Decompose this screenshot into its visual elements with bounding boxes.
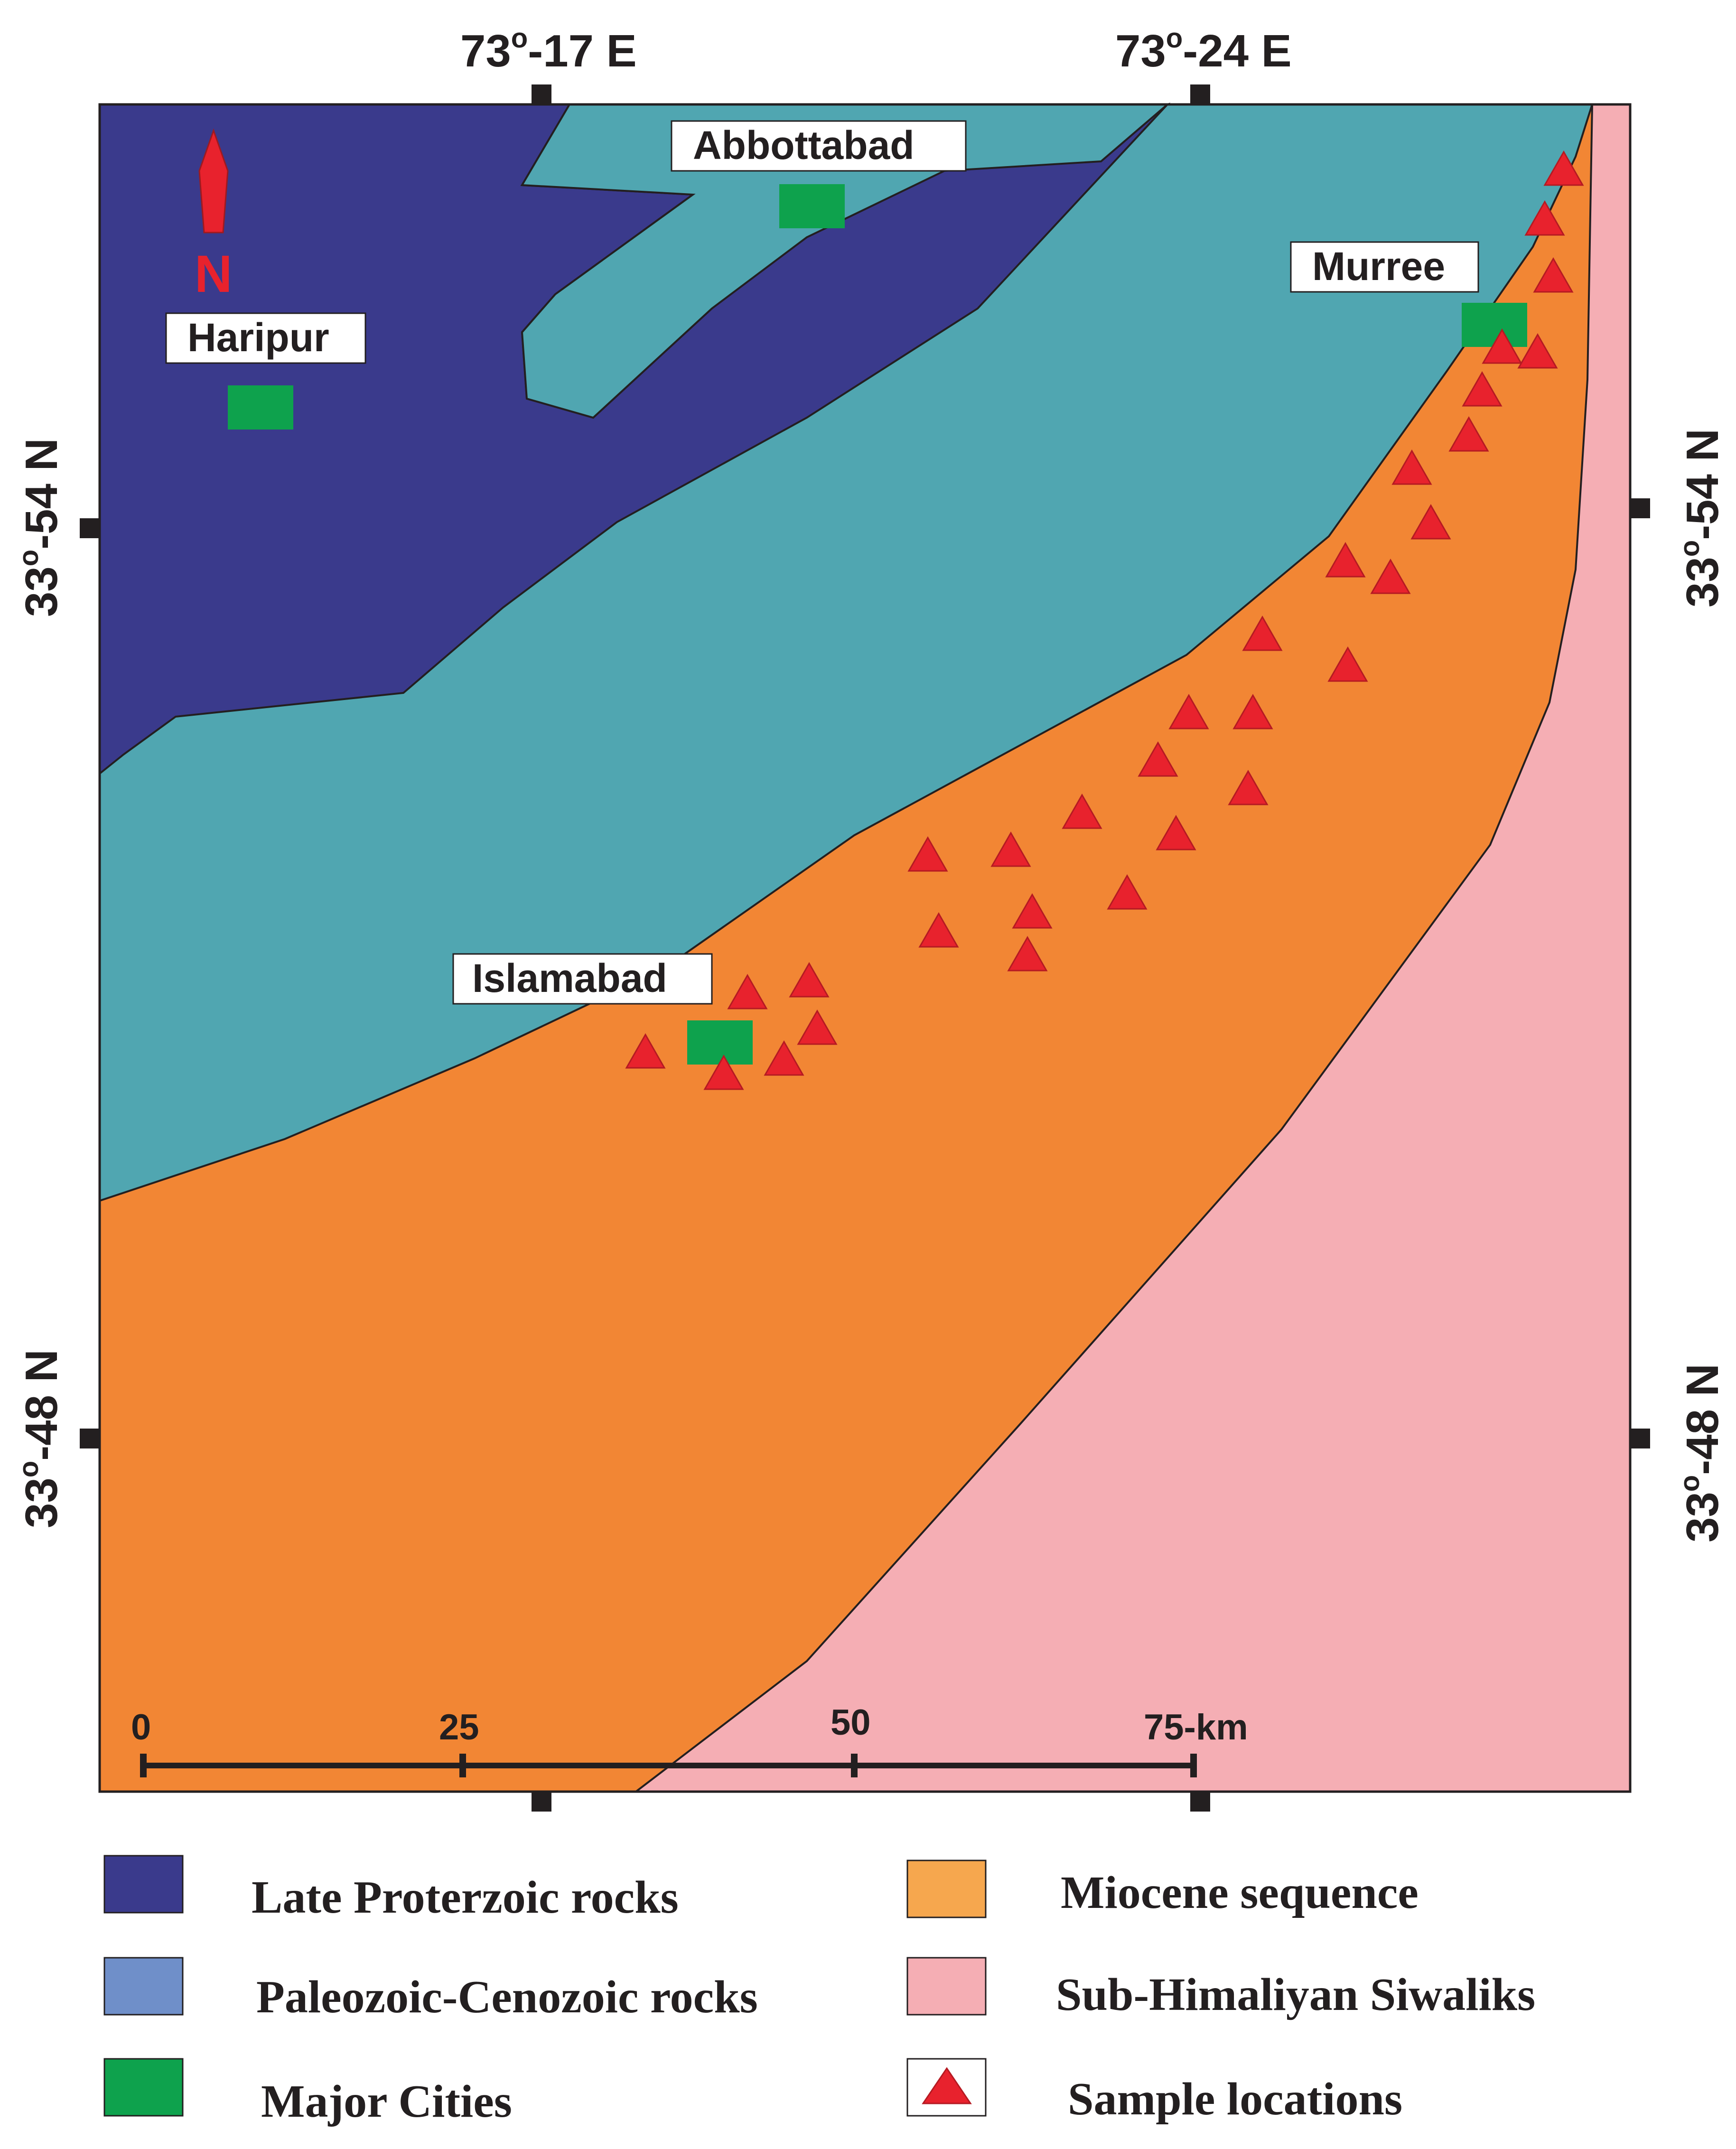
scale-label-75: 75-km [1144,1707,1248,1747]
city-label-box [1290,241,1479,293]
sample-marker [1517,333,1558,369]
sample-marker [1448,416,1489,452]
sample-marker [1138,741,1178,777]
north-arrow-icon [198,128,229,234]
city-marker-islamabad [687,1020,753,1065]
coordinate-ticks [80,84,1650,1812]
coord-left-upper: 33o-54 N [13,438,67,617]
legend-label-major-cities: Major Cities [261,2076,512,2127]
sample-marker [1012,893,1053,929]
coord-right-lower: 33o-48 N [1674,1364,1728,1542]
sample-marker [1156,814,1196,850]
scale-label-0: 0 [131,1707,151,1747]
sample-marker [703,1054,744,1090]
abbottabad-tongue [520,103,1170,419]
sample-marker [789,962,830,998]
city-abbottabad: Abbottabad [671,120,967,228]
coord-top-left: 73o-17 E [460,23,637,76]
sample-marker [797,1009,838,1045]
scale-bar: 0 25 50 75-km [131,1702,1248,1777]
sample-marker [1168,693,1209,729]
legend-swatch-miocene [906,1859,987,1918]
legend-swatch-paleozoic-cenozoic [103,1957,184,2016]
sample-marker [1524,200,1565,236]
tick-bottom-left [532,1792,551,1812]
sample-marker [1228,769,1269,805]
sample-marker [1533,257,1574,293]
sample-marker [1462,371,1503,407]
legend-swatch-major-cities [103,2058,184,2117]
scale-label-50: 50 [831,1702,871,1743]
tick-top-right [1190,84,1210,104]
sample-marker [1370,558,1411,594]
coord-left-lower: 33o-48 N [13,1349,67,1528]
sample-marker [625,1033,666,1069]
city-label-murree: Murree [1312,244,1445,289]
sample-marker [1325,542,1366,578]
tick-right-upper [1630,498,1650,518]
city-label-box [165,312,366,364]
sample-marker [727,973,768,1009]
sample-marker [1062,793,1102,829]
north-arrow: N [195,128,232,303]
legend-label-paleozoic-cenozoic: Paleozoic-Cenozoic rocks [256,1971,758,2023]
city-murree: Murree [1290,241,1527,347]
city-marker-murree [1462,303,1527,347]
city-haripur: Haripur [165,312,366,430]
sample-marker [990,831,1031,867]
coord-top-right: 73o-24 E [1115,23,1292,76]
sample-marker [1391,449,1432,485]
tick-right-lower [1630,1429,1650,1448]
tick-bottom-right [1190,1792,1210,1812]
legend-triangle-icon [922,2067,972,2104]
sample-marker [918,912,959,948]
city-marker-haripur [228,385,293,430]
sample-marker [907,836,948,872]
sample-marker [1242,615,1283,651]
legend-label-siwaliks: Sub-Himaliyan Siwaliks [1056,1969,1535,2020]
legend-swatch-siwaliks [906,1957,987,2016]
sample-marker [1107,874,1148,910]
city-label-box [671,120,967,172]
legend-label-miocene: Miocene sequence [1061,1867,1419,1918]
sample-marker [1232,693,1273,729]
sample-marker [764,1040,804,1076]
coord-right-upper: 33o-54 N [1674,429,1728,607]
legend-swatch-late-proterozoic [103,1855,184,1914]
sample-marker [1543,150,1584,186]
city-label-haripur: Haripur [187,315,329,360]
map-area [98,103,1632,1793]
city-islamabad: Islamabad [452,953,753,1065]
tick-left-upper [80,518,100,538]
sample-marker [1327,646,1368,682]
city-marker-abbottabad [779,184,845,228]
tick-top-left [532,84,551,104]
city-label-islamabad: Islamabad [472,956,667,1000]
north-label: N [195,245,232,303]
legend-label-late-proterozoic: Late Proterzoic rocks [252,1872,679,1923]
legend-label-samples: Sample locations [1068,2074,1402,2125]
sample-marker [1482,328,1522,364]
sample-marker [1007,935,1048,972]
sample-marker [1410,504,1451,540]
city-label-box [452,953,713,1005]
city-label-abbottabad: Abbottabad [693,123,915,168]
tick-left-lower [80,1429,100,1448]
legend: Late Proterzoic rocks Paleozoic-Cenozoic… [103,1855,1535,2127]
sample-locations [625,150,1584,1090]
map-frame [98,103,1632,1793]
scale-label-25: 25 [439,1707,479,1747]
